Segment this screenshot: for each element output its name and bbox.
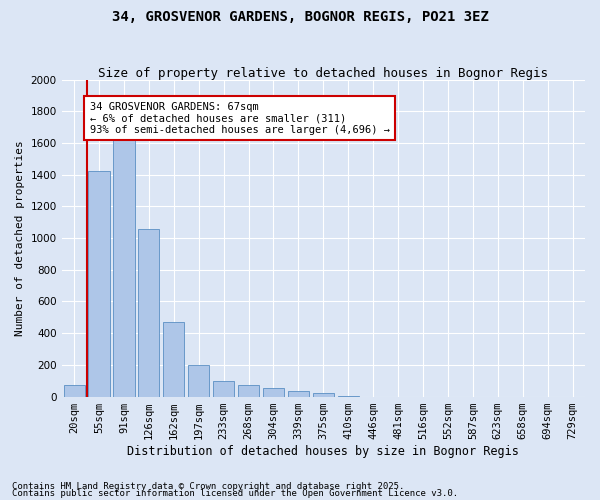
Text: Contains public sector information licensed under the Open Government Licence v3: Contains public sector information licen… xyxy=(12,489,458,498)
Title: Size of property relative to detached houses in Bognor Regis: Size of property relative to detached ho… xyxy=(98,66,548,80)
Bar xyxy=(238,384,259,396)
Bar xyxy=(313,394,334,396)
Bar xyxy=(88,172,110,396)
Bar xyxy=(188,365,209,396)
Bar xyxy=(213,380,234,396)
Bar xyxy=(64,384,85,396)
Bar xyxy=(288,391,309,396)
Bar xyxy=(263,388,284,396)
Bar xyxy=(138,228,160,396)
Bar xyxy=(113,140,134,396)
Y-axis label: Number of detached properties: Number of detached properties xyxy=(15,140,25,336)
X-axis label: Distribution of detached houses by size in Bognor Regis: Distribution of detached houses by size … xyxy=(127,444,519,458)
Text: 34, GROSVENOR GARDENS, BOGNOR REGIS, PO21 3EZ: 34, GROSVENOR GARDENS, BOGNOR REGIS, PO2… xyxy=(112,10,488,24)
Text: Contains HM Land Registry data © Crown copyright and database right 2025.: Contains HM Land Registry data © Crown c… xyxy=(12,482,404,491)
Text: 34 GROSVENOR GARDENS: 67sqm
← 6% of detached houses are smaller (311)
93% of sem: 34 GROSVENOR GARDENS: 67sqm ← 6% of deta… xyxy=(89,102,389,135)
Bar xyxy=(163,322,184,396)
